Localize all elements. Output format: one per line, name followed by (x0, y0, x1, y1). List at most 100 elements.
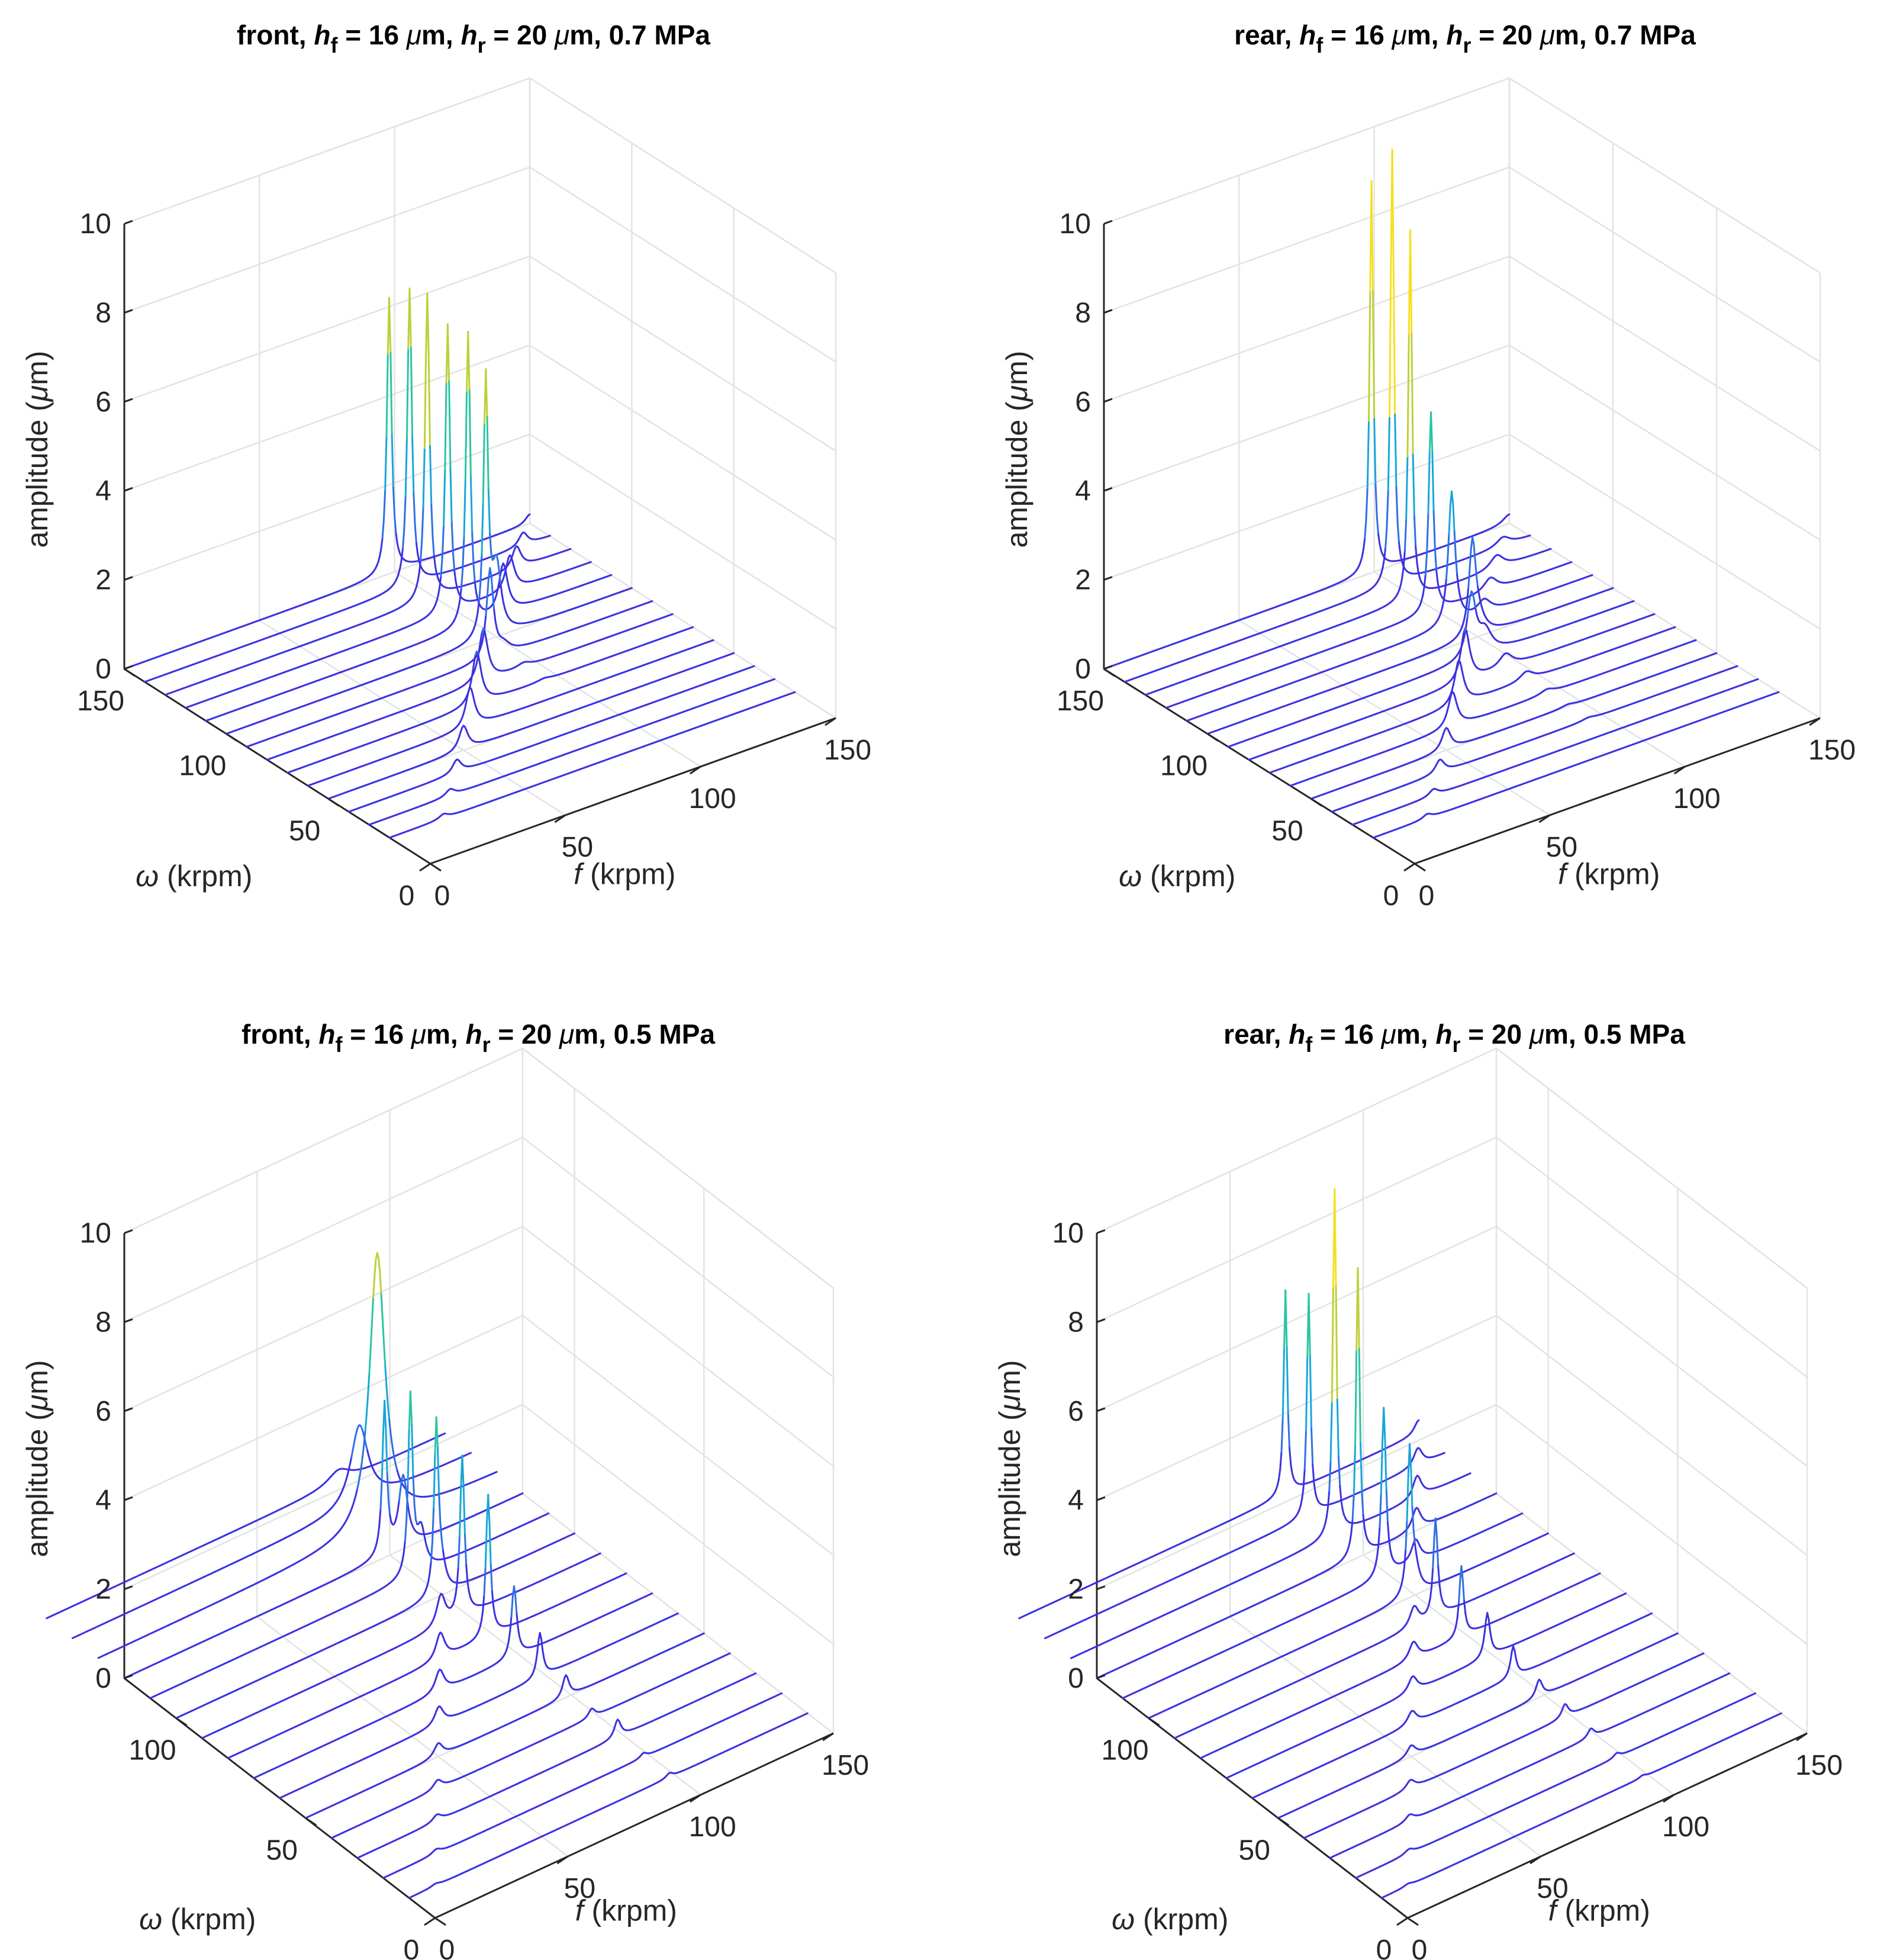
amplitude-tick (124, 398, 133, 403)
waterfall-segment (441, 524, 445, 559)
waterfall-segment (500, 583, 503, 596)
waterfall-segment (485, 368, 488, 419)
omega-tick-label: 100 (179, 751, 226, 782)
waterfall-segment (430, 504, 434, 539)
waterfall-segment (384, 436, 388, 491)
waterfall-segment (486, 645, 490, 655)
f-tick (419, 862, 431, 872)
waterfall-segment (1366, 420, 1370, 489)
f-tick-label: 150 (824, 735, 871, 766)
waterfall-segment (395, 532, 398, 545)
waterfall-segment (502, 601, 506, 609)
waterfall-segment (1507, 513, 1511, 516)
waterfall-segment (1364, 520, 1367, 540)
grid-line (124, 433, 530, 581)
waterfall-segment (460, 568, 464, 589)
series-omega-130 (1144, 229, 1552, 696)
waterfall-segment (1391, 149, 1395, 273)
waterfall-segment (450, 522, 454, 555)
amplitude-tick-label: 4 (95, 475, 111, 507)
waterfall-segment (752, 665, 755, 668)
waterfall-segment (500, 565, 503, 575)
amplitude-tick (124, 487, 133, 492)
grid-line (1238, 619, 1550, 816)
waterfall-segment (1365, 487, 1369, 522)
waterfall-segment (474, 581, 478, 594)
waterfall-segment (456, 606, 460, 614)
waterfall-segment (494, 620, 498, 629)
amplitude-tick (124, 308, 133, 314)
waterfall-segment (498, 571, 502, 585)
waterfall-segment (394, 516, 397, 535)
waterfall-segment (495, 588, 499, 596)
omega-tick-label: 150 (77, 685, 124, 717)
omega-tick (327, 798, 340, 807)
waterfall-segment (411, 436, 415, 495)
grid-line (124, 77, 836, 274)
waterfall-segment (486, 416, 490, 491)
waterfall-segment (437, 586, 441, 596)
waterfall-segment (489, 533, 492, 555)
waterfall-segment (379, 548, 382, 558)
grid-line (1103, 166, 1510, 314)
amplitude-tick-label: 6 (95, 387, 111, 418)
waterfall-segment (434, 566, 438, 575)
grid-line (394, 571, 701, 768)
grid-line (1103, 255, 1510, 403)
waterfall-segment (468, 389, 472, 479)
waterfall-segment (410, 346, 414, 438)
chart-title: front, hf = 16 μm, hr = 20 μm, 0.7 MPa (237, 20, 710, 57)
grid-line (1509, 166, 1821, 363)
waterfall-segment (446, 323, 450, 382)
waterfall-segment (423, 354, 427, 449)
waterfall-segment (382, 489, 387, 522)
waterfall-segment (440, 556, 443, 577)
omega-axis-line (1103, 668, 1415, 865)
waterfall-segment (463, 702, 467, 710)
grid (1103, 77, 1821, 865)
waterfall-segment (1370, 180, 1374, 292)
grid-line (529, 345, 836, 541)
waterfall-segment (484, 630, 487, 639)
waterfall-segment (1382, 558, 1385, 569)
waterfall-segment (474, 619, 478, 626)
waterfall-segment (439, 575, 442, 588)
waterfall-segment (464, 390, 468, 481)
waterfall-segment (405, 347, 410, 440)
waterfall-segment (495, 553, 499, 562)
waterfall-segment (408, 287, 412, 349)
waterfall-segment (385, 352, 389, 438)
amplitude-tick (124, 220, 133, 225)
amplitude-tick-label: 2 (95, 565, 111, 596)
waterfall-segment (472, 563, 476, 583)
series-omega-140 (143, 287, 551, 683)
waterfall-segment (414, 524, 417, 545)
waterfall-segment (473, 654, 476, 664)
series-omega-90 (246, 567, 653, 748)
waterfall-segment (1377, 533, 1381, 545)
waterfall-segment (399, 559, 403, 569)
waterfall-segment (429, 445, 433, 506)
waterfall-segment (452, 552, 456, 572)
waterfall-segment (1361, 549, 1364, 558)
waterfall-segment (469, 477, 474, 535)
waterfall-segment (475, 612, 479, 622)
waterfall-segment (478, 660, 482, 670)
waterfall-segment (505, 571, 508, 581)
axes (1103, 224, 1821, 865)
waterfall-segment (398, 567, 401, 574)
waterfall-segment (490, 575, 494, 595)
f-tick-label: 0 (434, 880, 450, 912)
waterfall-segment (466, 689, 470, 697)
waterfall-segment (436, 594, 439, 601)
waterfall-segment (471, 532, 475, 565)
waterfall-segment (479, 631, 483, 642)
series-omega-150 (1103, 180, 1511, 670)
waterfall-segment (470, 671, 474, 681)
omega-tick (430, 862, 442, 872)
axes (123, 224, 836, 865)
waterfall-segment (711, 639, 714, 642)
waterfall-segment (443, 469, 446, 527)
waterfall-segment (416, 580, 419, 588)
